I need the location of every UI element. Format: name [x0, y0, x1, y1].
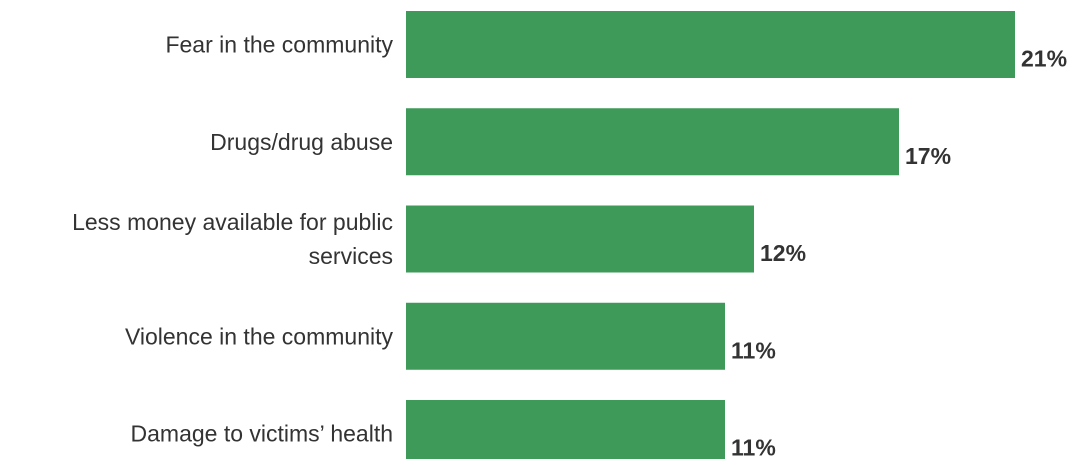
category-label-line: Fear in the community [165, 32, 393, 58]
value-label-3: 11% [731, 337, 776, 363]
value-label-4: 11% [731, 435, 776, 459]
value-label-0: 21% [1021, 46, 1067, 72]
value-label-2: 12% [760, 240, 806, 266]
bar-1 [406, 108, 899, 176]
bar-0 [406, 11, 1015, 78]
category-label-line: Damage to victims’ health [131, 421, 393, 447]
bar-3 [406, 302, 725, 370]
category-label-line: services [309, 243, 393, 269]
category-label-line: Drugs/drug abuse [210, 129, 393, 155]
category-label-3: Violence in the community [125, 323, 394, 349]
category-label-line: Violence in the community [125, 323, 394, 349]
category-label-0: Fear in the community [165, 32, 393, 58]
value-label-1: 17% [905, 143, 951, 169]
bar-4 [406, 400, 725, 459]
category-label-1: Drugs/drug abuse [210, 129, 393, 155]
category-label-2: Less money available for public services [72, 209, 393, 269]
category-label-4: Damage to victims’ health [131, 421, 393, 447]
category-label-line: Less money available for public [72, 209, 393, 235]
bar-2 [406, 205, 754, 273]
